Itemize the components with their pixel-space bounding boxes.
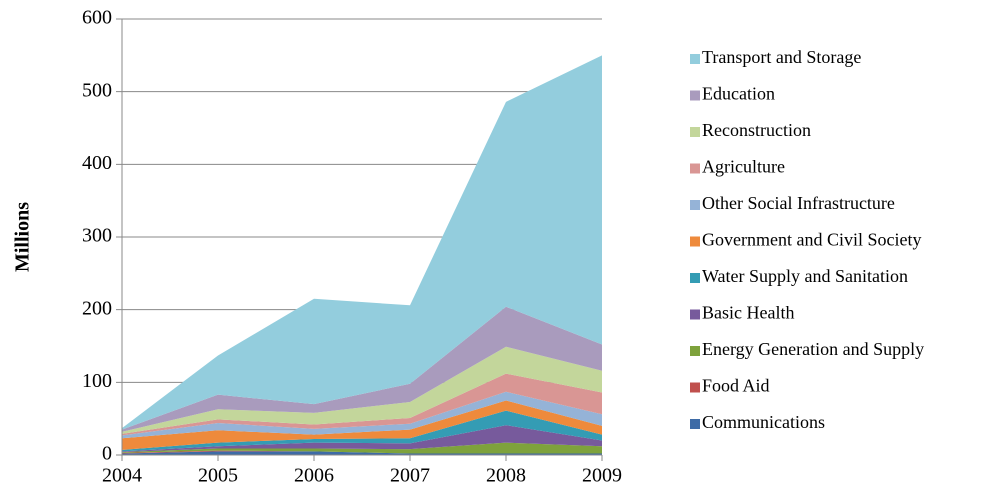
legend-swatch (690, 273, 700, 283)
legend-swatch (690, 346, 700, 356)
area (122, 346, 602, 434)
legend-swatch (690, 127, 700, 137)
legend-label: Agriculture (702, 157, 785, 177)
y-axis-label: Millions (12, 202, 34, 272)
y-tick-label: 100 (82, 370, 112, 392)
legend-label: Water Supply and Sanitation (702, 266, 908, 286)
legend-swatch (690, 236, 700, 247)
legend-swatch (690, 90, 700, 101)
legend-label: Transport and Storage (702, 47, 861, 67)
x-tick-label: 2008 (486, 465, 526, 487)
legend-label: Food Aid (702, 376, 770, 396)
y-tick-label: 0 (102, 443, 112, 465)
x-tick-label: 2009 (582, 465, 622, 487)
x-tick-label: 2007 (390, 465, 430, 487)
legend-label: Energy Generation and Supply (702, 339, 924, 359)
legend-label: Education (702, 84, 775, 104)
legend-swatch (690, 419, 700, 429)
legend-label: Basic Health (702, 303, 794, 323)
area (122, 425, 602, 453)
x-tick-label: 2004 (102, 465, 142, 487)
legend-swatch (690, 382, 700, 393)
legend-label: Government and Civil Society (702, 230, 921, 250)
area (122, 306, 602, 432)
area (122, 442, 602, 454)
y-tick-label: 200 (82, 297, 112, 319)
legend-swatch (690, 200, 700, 210)
y-tick-label: 400 (82, 152, 112, 174)
x-tick-label: 2005 (198, 465, 238, 487)
legend-label: Reconstruction (702, 120, 811, 140)
area (122, 55, 602, 430)
area (122, 373, 602, 436)
legend-label: Communications (702, 412, 825, 432)
area (122, 391, 602, 439)
y-tick-label: 300 (82, 225, 112, 247)
legend-swatch (690, 163, 700, 174)
legend-swatch (690, 54, 700, 64)
area (122, 410, 602, 452)
x-tick-label: 2006 (294, 465, 334, 487)
area (122, 400, 602, 450)
area (122, 451, 602, 455)
legend-swatch (690, 309, 700, 320)
y-tick-label: 600 (82, 7, 112, 29)
legend-label: Other Social Infrastructure (702, 193, 895, 213)
area (122, 450, 602, 454)
y-tick-label: 500 (82, 79, 112, 101)
